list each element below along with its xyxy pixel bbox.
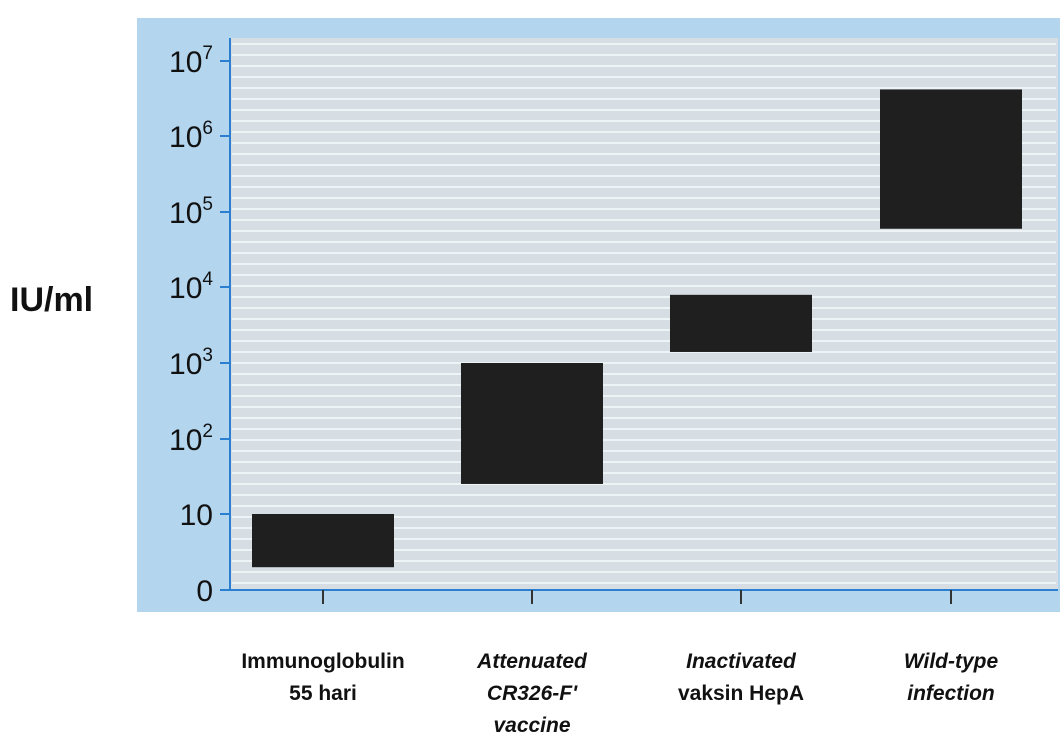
y-axis-label: IU/ml [10,281,93,319]
category-label: Attenuated CR326-F' vaccine [476,650,588,737]
bars-group [252,89,1022,568]
category-label: Immunoglobulin 55 hari [241,650,404,705]
y-tick-label: 103 [169,345,213,381]
y-tick-label: 10 [180,499,213,532]
y-tick-label: 0 [196,575,213,608]
y-tick-label: 107 [169,43,213,79]
y-ticks: 0 10 102 103 104 105 106 107 [169,43,230,608]
range-bar [670,294,812,352]
y-tick-label: 105 [169,194,213,230]
y-tick-label: 102 [169,421,213,457]
category-label: Inactivated vaksin HepA [678,650,804,705]
range-bar [461,363,603,484]
y-tick-label: 104 [169,269,213,305]
range-bar [880,89,1022,229]
range-bar [252,514,394,568]
category-labels: Immunoglobulin 55 hari Attenuated CR326-F' v… [241,650,998,737]
category-label: Wild-type infection [904,650,999,705]
y-tick-label: 106 [169,118,213,154]
x-ticks [322,590,952,604]
